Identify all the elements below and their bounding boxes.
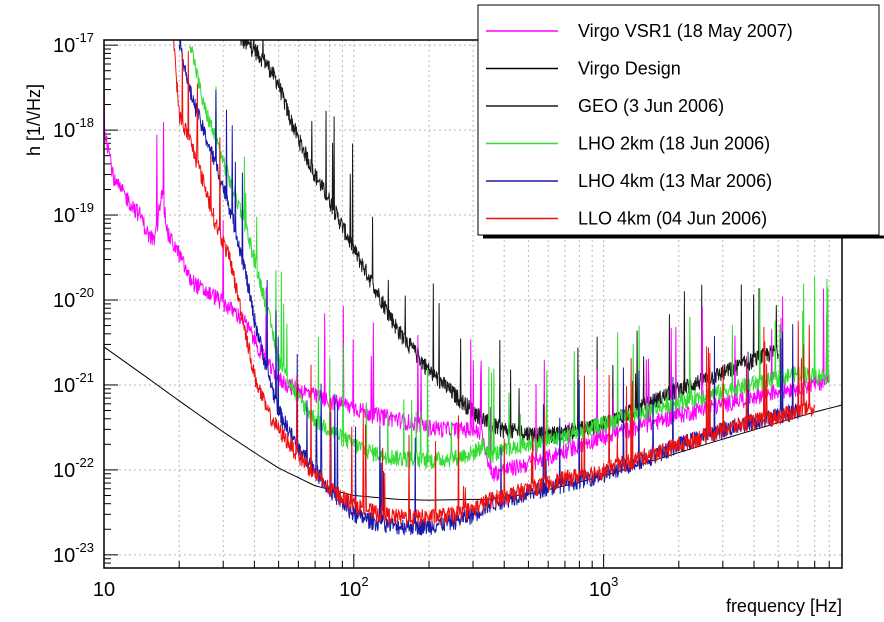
y-tick-label: 10-23 bbox=[53, 540, 94, 567]
y-axis-title: h [1/\/Hz] bbox=[24, 84, 44, 156]
plot-frame bbox=[103, 39, 843, 569]
legend-label: GEO (3 Jun 2006) bbox=[578, 96, 724, 116]
x-tick-label: 102 bbox=[339, 574, 368, 601]
legend-label: Virgo VSR1 (18 May 2007) bbox=[578, 21, 793, 41]
legend-label: LLO 4km (04 Jun 2006) bbox=[578, 209, 767, 229]
y-tick-label: 10-19 bbox=[53, 200, 94, 227]
y-tick-label: 10-21 bbox=[53, 370, 94, 397]
x-tick-labels: 10 102 103 bbox=[93, 574, 618, 601]
legend-box bbox=[477, 4, 880, 236]
legend: Virgo VSR1 (18 May 2007) Virgo Design GEO … bbox=[477, 4, 884, 239]
series-lines bbox=[104, 40, 842, 536]
y-tick-label: 10-17 bbox=[53, 30, 94, 57]
x-axis-title: frequency [Hz] bbox=[726, 596, 842, 616]
series-line-1 bbox=[104, 346, 842, 501]
x-tick-label: 10 bbox=[93, 579, 115, 601]
y-tick-labels: 10-17 10-18 10-19 10-20 10-21 10-22 10-23 bbox=[53, 30, 94, 567]
legend-label: LHO 2km (18 Jun 2006) bbox=[578, 134, 770, 154]
y-tick-label: 10-22 bbox=[53, 455, 94, 482]
y-tick-label: 10-20 bbox=[53, 285, 94, 312]
legend-label: Virgo Design bbox=[578, 59, 681, 79]
series-line-5 bbox=[173, 40, 816, 527]
legend-label: LHO 4km (13 Mar 2006) bbox=[578, 171, 772, 191]
y-tick-label: 10-18 bbox=[53, 115, 94, 142]
x-tick-label: 103 bbox=[589, 574, 618, 601]
